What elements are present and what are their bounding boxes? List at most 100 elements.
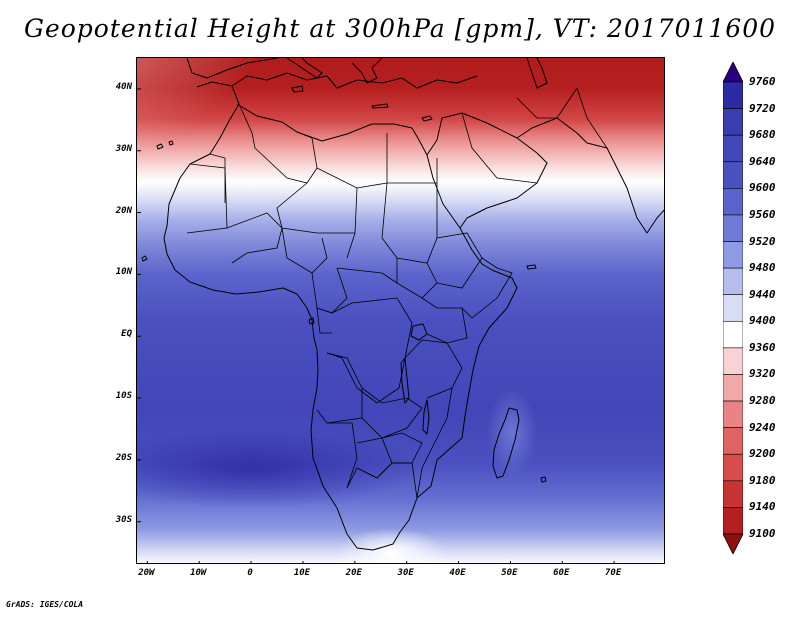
colorbar-level-label: 9440 <box>749 287 776 301</box>
arabia-coastline <box>426 112 548 229</box>
latitude-ticks <box>137 88 141 523</box>
island-crete <box>371 103 389 109</box>
colorbar-swatch <box>723 400 743 428</box>
colorbar-level-label: 9520 <box>749 234 776 248</box>
island-mauritius <box>540 476 547 483</box>
island-bioko <box>308 317 315 325</box>
grads-credit: GrADS: IGES/COLA <box>6 600 84 609</box>
longitude-ticks <box>146 561 615 563</box>
lon-label: 20E <box>345 568 362 578</box>
lon-label: 40E <box>449 568 466 578</box>
map-title: Geopotential Height at 300hPa [gpm], VT:… <box>23 14 777 43</box>
lon-label: 10W <box>190 568 207 578</box>
colorbar-level-label: 9320 <box>749 367 776 381</box>
colorbar-swatch <box>723 214 743 242</box>
lat-label: 10S <box>115 391 132 402</box>
lat-label: 10N <box>115 267 132 278</box>
colorbar-swatch <box>723 267 743 296</box>
border-somalia <box>461 257 513 319</box>
lat-label: 20N <box>115 205 132 216</box>
colorbar-level-label: 9640 <box>749 154 776 168</box>
border-iran <box>516 87 578 119</box>
colorbar-swatch <box>723 161 743 189</box>
border-mozambique <box>416 387 453 499</box>
colorbar-swatch <box>723 320 743 349</box>
colorbar <box>723 62 743 554</box>
island-sicily <box>291 85 304 93</box>
map-plot-area <box>136 57 665 564</box>
mediterranean-coastline <box>231 72 478 89</box>
lat-label: EQ <box>121 329 132 340</box>
border-morocco <box>238 103 256 149</box>
colorbar-level-label: 9100 <box>749 527 776 540</box>
colorbar-swatch <box>723 374 743 402</box>
colorbar-top-arrow <box>723 62 743 83</box>
lake-victoria <box>410 323 428 341</box>
colorbar-level-label: 9600 <box>749 181 776 195</box>
border-gabon <box>316 307 333 314</box>
border-congo <box>316 307 332 334</box>
colorbar-swatch <box>723 81 743 109</box>
colorbar-swatch <box>723 347 743 375</box>
colorbar-swatch <box>723 294 743 322</box>
height-field-map <box>137 58 664 563</box>
lat-label: 30N <box>115 143 132 154</box>
greece-coastline <box>351 58 383 84</box>
border-algeria <box>254 131 318 184</box>
border-drc <box>326 297 413 404</box>
colorbar-swatch <box>723 480 743 508</box>
border-mali <box>226 212 283 264</box>
colorbar-swatch <box>723 108 743 136</box>
border-car <box>336 267 398 284</box>
lon-label: 60E <box>553 568 570 578</box>
border-angola <box>316 352 363 424</box>
lake-malawi <box>422 399 430 435</box>
europe-coastline <box>186 58 278 79</box>
madagascar-coastline <box>492 407 520 479</box>
border-tanzania <box>404 339 463 399</box>
island-cape-verde <box>141 255 148 262</box>
italy-coastline <box>286 58 323 79</box>
colorbar-swatch <box>723 241 743 269</box>
colorbar-level-label: 9180 <box>749 473 776 487</box>
lon-label: 70E <box>604 568 622 578</box>
island-canaries <box>156 140 174 150</box>
lake-tanganyika <box>400 357 410 404</box>
southern-tip-shading <box>337 528 447 563</box>
madagascar-shading <box>487 388 537 478</box>
lat-label: 30S <box>115 514 132 525</box>
colorbar-level-label: 9240 <box>749 420 776 434</box>
colorbar-level-label: 9560 <box>749 207 776 221</box>
colorbar-bottom-arrow <box>723 533 743 554</box>
border-western-sahara <box>209 153 226 203</box>
colorbar-swatch <box>723 427 743 455</box>
colorbar-level-label: 9200 <box>749 447 776 461</box>
border-kenya <box>421 297 468 344</box>
lat-label: 20S <box>115 452 132 463</box>
india-coastline <box>586 142 664 234</box>
colorbar-level-label: 9720 <box>749 101 776 115</box>
lat-label: 40N <box>115 81 132 92</box>
lon-label: 20W <box>138 568 155 578</box>
island-socotra <box>526 264 537 270</box>
border-sudan <box>381 182 438 264</box>
border-libya <box>316 133 388 189</box>
border-mauritania <box>186 163 228 234</box>
lon-label: 30E <box>397 568 414 578</box>
colorbar-level-label: 9760 <box>749 75 776 88</box>
africa-coastline <box>163 81 518 551</box>
border-namibia <box>327 422 358 489</box>
colorbar-swatch <box>723 188 743 216</box>
lon-label: 10E <box>293 568 311 578</box>
colorbar-level-label: 9140 <box>749 500 776 514</box>
colorbar-level-label: 9480 <box>749 261 776 275</box>
lon-label: 50E <box>501 568 518 578</box>
border-south-africa <box>346 462 418 499</box>
lon-label: 0 <box>247 568 253 578</box>
colorbar-level-label: 9680 <box>749 128 776 142</box>
border-pakistan <box>576 87 608 149</box>
colorbar-level-label: 9280 <box>749 394 776 408</box>
country-borders <box>186 87 608 499</box>
colorbar-swatch <box>723 134 743 163</box>
southern-trough-shading <box>137 428 422 508</box>
